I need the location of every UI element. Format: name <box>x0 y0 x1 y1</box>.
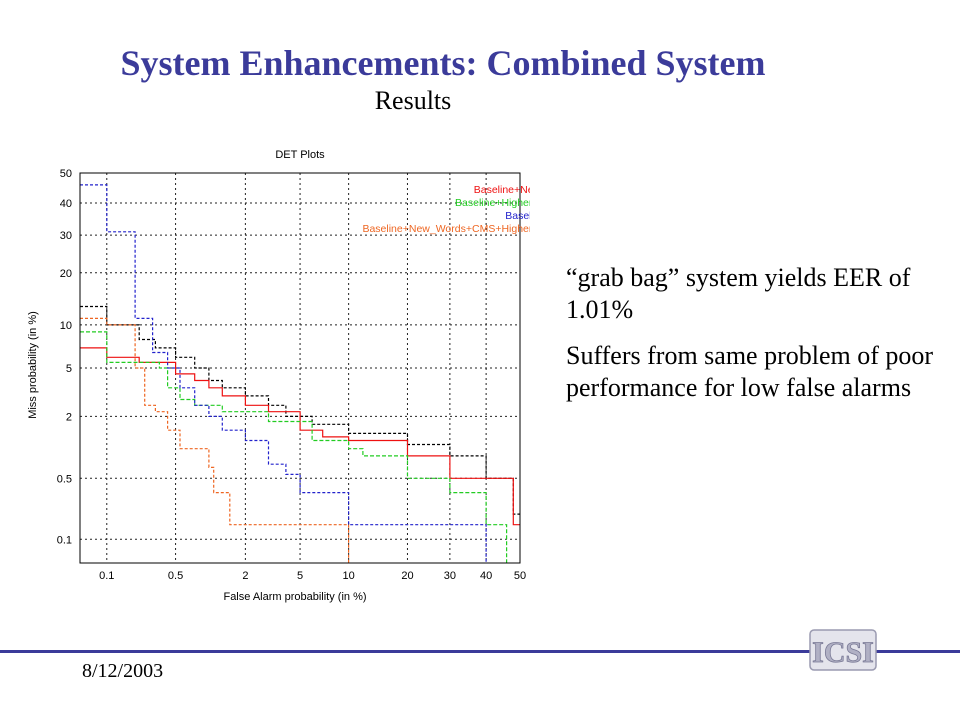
slide-subtitle: Results <box>374 86 452 115</box>
bullet-item: “grab bag” system yields EER of 1.01% <box>566 263 911 324</box>
x-tick-label: 2 <box>242 570 248 582</box>
series-line <box>80 347 520 526</box>
y-tick-label: 50 <box>60 168 72 180</box>
x-tick-label: 30 <box>444 570 456 582</box>
footer-date: 8/12/2003 <box>82 660 164 682</box>
chart-x-axis-label: False Alarm probability (in %) <box>223 591 366 603</box>
series-line <box>80 305 520 515</box>
x-tick-label: 40 <box>480 570 492 582</box>
y-tick-label: 10 <box>60 320 72 332</box>
det-plot-chart: 0.1 0.5 2 5 10 20 30 40 50 0.1 0.5 2 5 10 20 30 40 50 Bas… <box>27 149 530 603</box>
footer-divider <box>0 650 960 653</box>
icsi-logo: ICSI <box>809 629 877 671</box>
legend-label: Baseline+New_Words+CMS+Higher_Cepstra <box>362 223 530 235</box>
series-line <box>80 184 487 563</box>
bullet-item: Suffers from same problem of poor perfor… <box>566 341 934 402</box>
y-tick-label: 2 <box>66 411 72 423</box>
x-tick-label: 50 <box>514 570 526 582</box>
bullet-list: “grab bag” system yields EER of 1.01% Su… <box>566 262 946 418</box>
legend-label: Baseline+Higher_Cepstra <box>455 197 530 209</box>
series-line <box>80 331 508 563</box>
x-tick-label: 20 <box>401 570 413 582</box>
series-layer <box>80 184 520 563</box>
series-line <box>80 317 350 563</box>
x-tick-label: 0.1 <box>99 570 114 582</box>
chart-y-axis-label: Miss probability (in %) <box>27 311 39 419</box>
legend-layer: Baseline--------Baseline+New_words———Bas… <box>362 184 530 235</box>
y-tick-label: 30 <box>60 230 72 242</box>
chart-title: DET Plots <box>275 149 325 161</box>
y-tick-label: 0.1 <box>57 534 72 546</box>
svg-text:ICSI: ICSI <box>812 636 874 669</box>
legend-label: Baseline+CMS <box>505 210 530 222</box>
y-tick-label: 20 <box>60 268 72 280</box>
x-tick-label: 5 <box>297 570 303 582</box>
plot-frame <box>79 172 521 564</box>
y-tick-label: 0.5 <box>57 473 72 485</box>
y-tick-label: 40 <box>60 198 72 210</box>
y-tick-label: 5 <box>66 363 72 375</box>
tick-layer: 0.1 0.5 2 5 10 20 30 40 50 0.1 0.5 2 5 10 20 30 40 50 <box>57 168 526 582</box>
x-tick-label: 10 <box>343 570 355 582</box>
slide-title: System Enhancements: Combined System <box>120 43 766 83</box>
x-tick-label: 0.5 <box>168 570 183 582</box>
legend-label: Baseline+New_words <box>474 184 530 196</box>
